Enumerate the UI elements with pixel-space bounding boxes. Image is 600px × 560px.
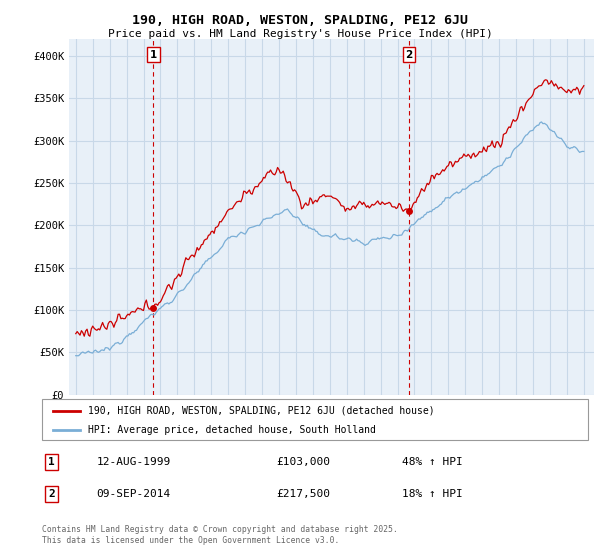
Text: 2: 2 [49, 489, 55, 500]
Text: 190, HIGH ROAD, WESTON, SPALDING, PE12 6JU (detached house): 190, HIGH ROAD, WESTON, SPALDING, PE12 6… [88, 405, 435, 416]
Text: 1: 1 [49, 457, 55, 467]
Text: Contains HM Land Registry data © Crown copyright and database right 2025.
This d: Contains HM Land Registry data © Crown c… [42, 525, 398, 545]
Text: 2: 2 [405, 50, 412, 60]
Text: 18% ↑ HPI: 18% ↑ HPI [403, 489, 463, 500]
Text: £103,000: £103,000 [277, 457, 331, 467]
Text: HPI: Average price, detached house, South Holland: HPI: Average price, detached house, Sout… [88, 424, 376, 435]
Text: 1: 1 [150, 50, 157, 60]
Text: 12-AUG-1999: 12-AUG-1999 [97, 457, 171, 467]
FancyBboxPatch shape [42, 399, 588, 440]
Text: 48% ↑ HPI: 48% ↑ HPI [403, 457, 463, 467]
Text: 09-SEP-2014: 09-SEP-2014 [97, 489, 171, 500]
Text: 190, HIGH ROAD, WESTON, SPALDING, PE12 6JU: 190, HIGH ROAD, WESTON, SPALDING, PE12 6… [132, 14, 468, 27]
Text: Price paid vs. HM Land Registry's House Price Index (HPI): Price paid vs. HM Land Registry's House … [107, 29, 493, 39]
Text: £217,500: £217,500 [277, 489, 331, 500]
